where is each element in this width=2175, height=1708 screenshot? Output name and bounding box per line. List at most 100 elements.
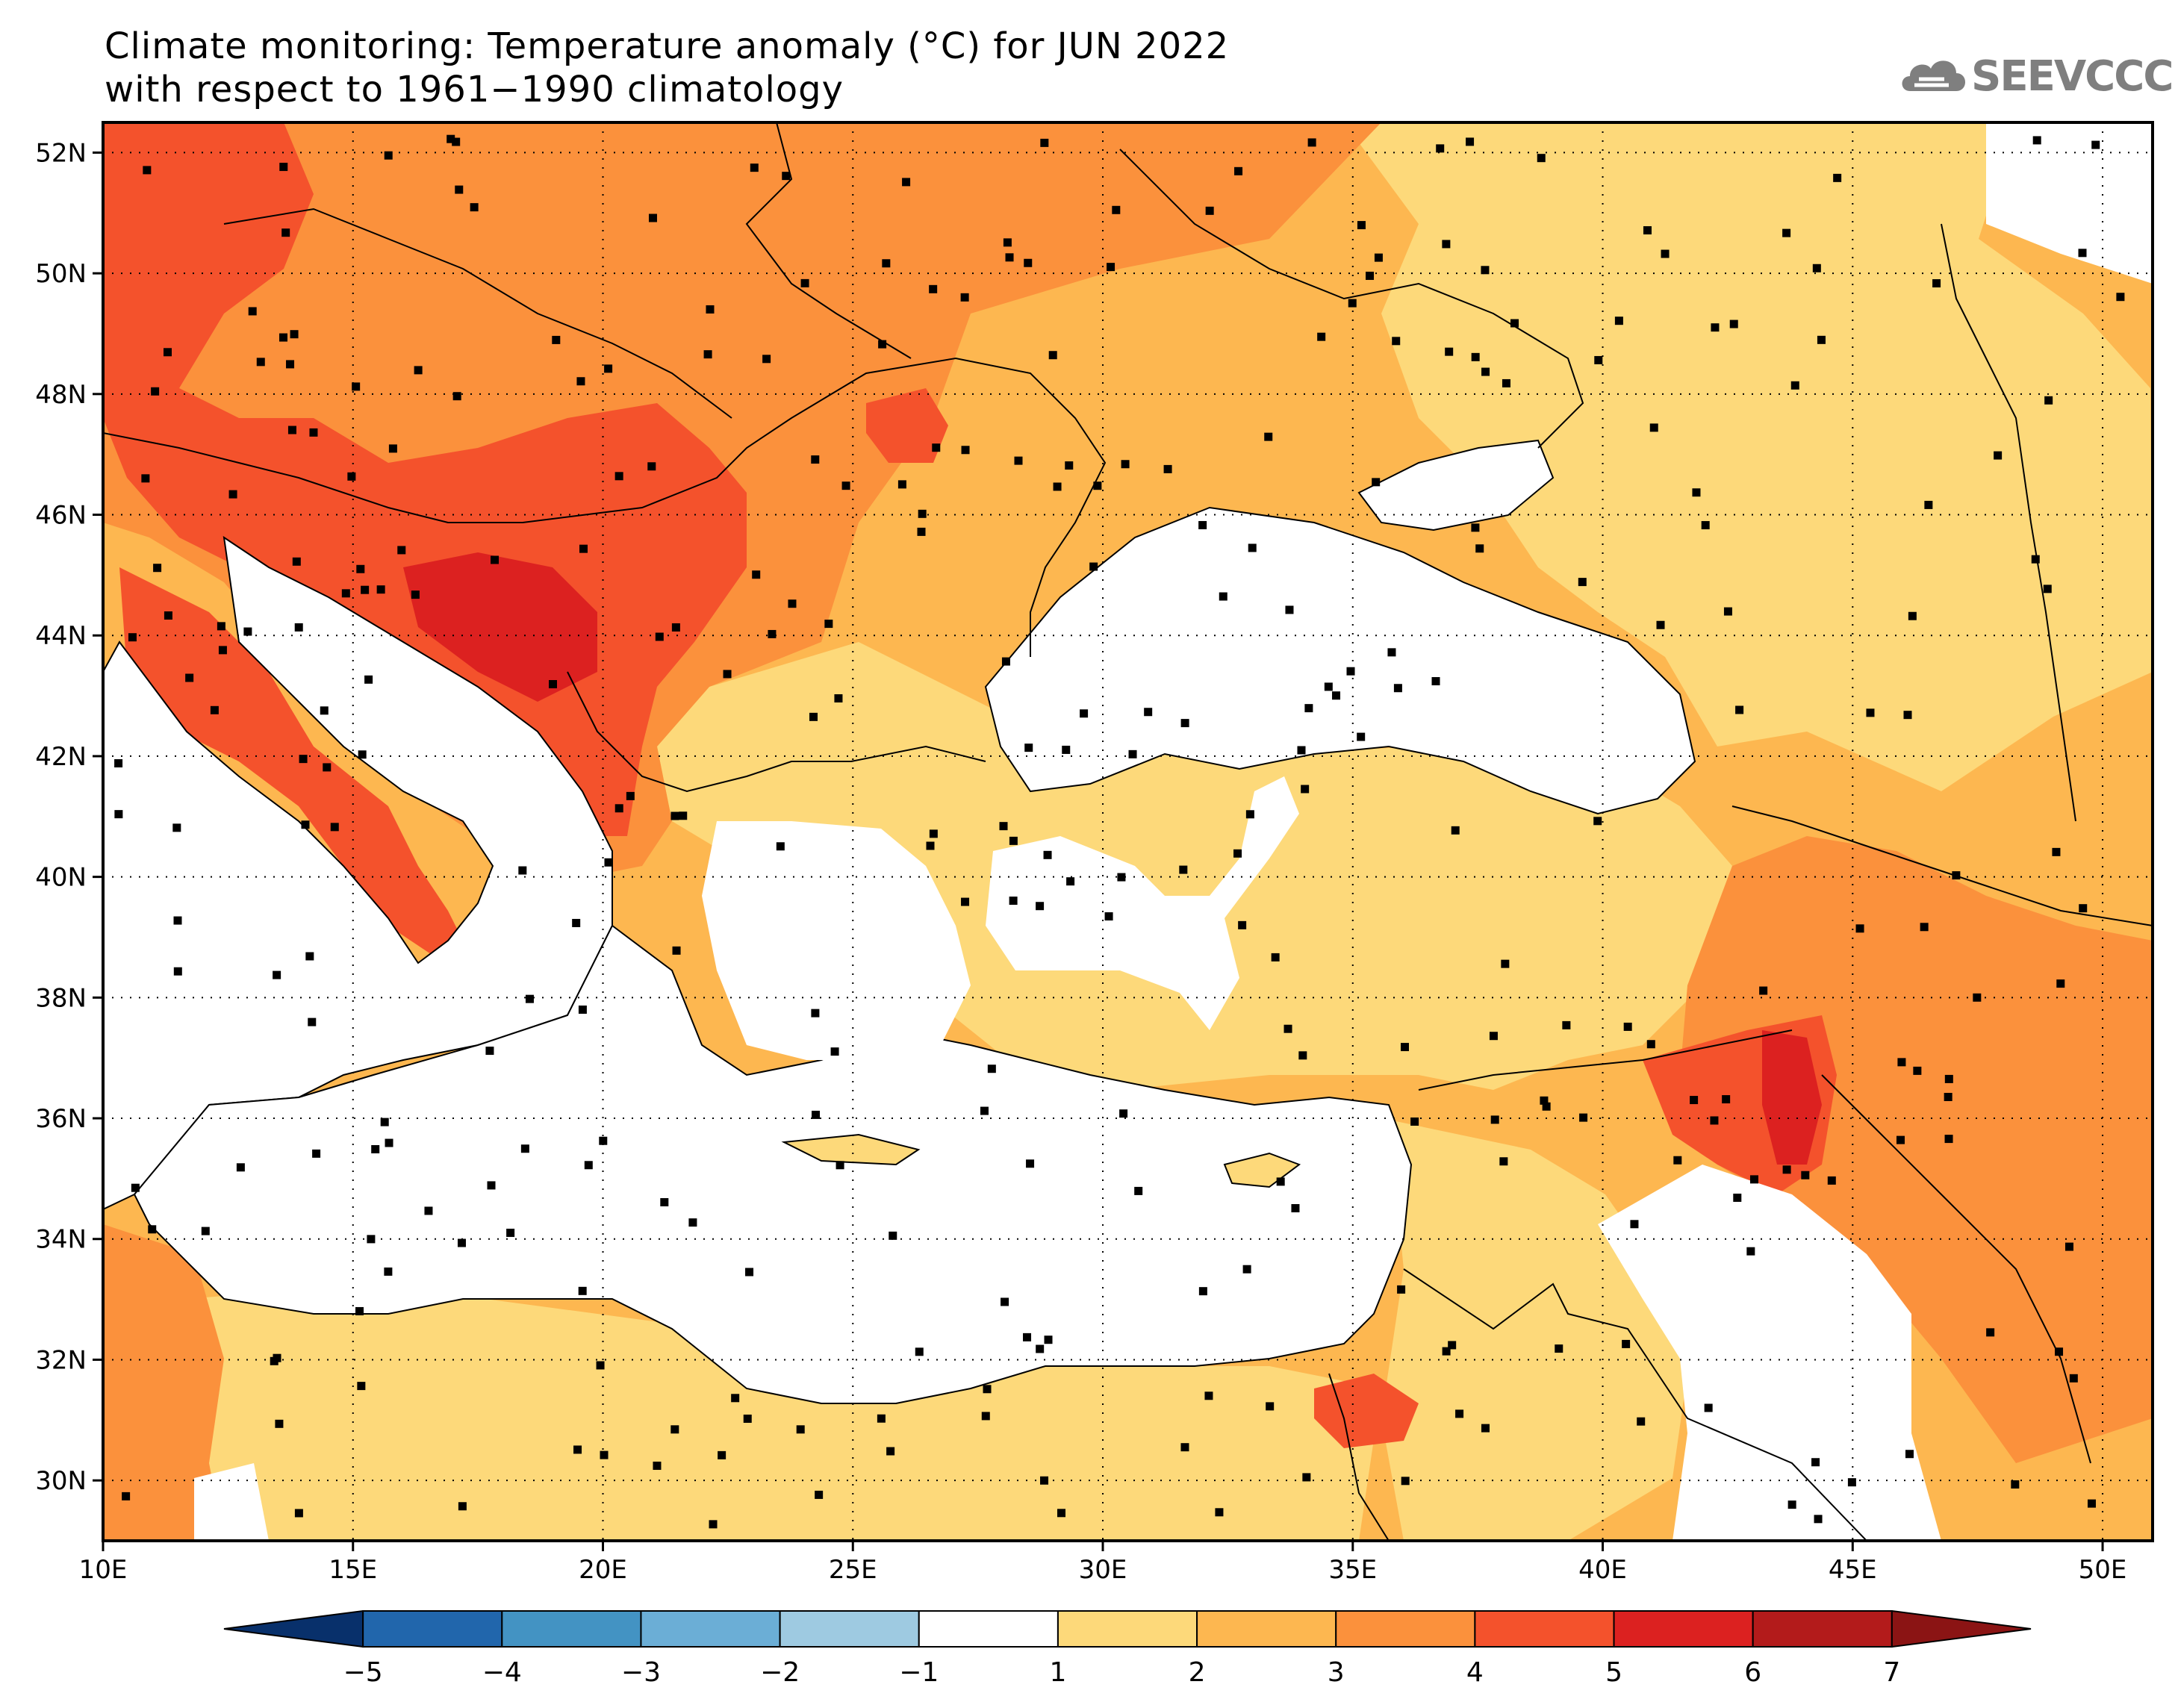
station-marker — [1346, 667, 1355, 676]
aegean-sea — [702, 821, 971, 1060]
station-marker — [1291, 1203, 1300, 1212]
lon-tick-label: 10E — [79, 1555, 128, 1585]
station-marker — [834, 694, 843, 703]
station-marker — [897, 480, 906, 489]
station-marker — [745, 1268, 754, 1277]
station-marker — [228, 490, 237, 499]
lon-tick-label: 15E — [329, 1555, 377, 1585]
station-marker — [788, 599, 797, 608]
station-marker — [1866, 708, 1875, 717]
country-borders — [103, 122, 2153, 1541]
station-marker — [1537, 154, 1546, 163]
station-marker — [1112, 205, 1121, 214]
no-data-libya — [194, 1463, 269, 1541]
lat-tick-label: 32N — [35, 1345, 87, 1375]
station-marker — [800, 278, 809, 287]
station-marker — [1036, 902, 1045, 911]
station-marker — [218, 646, 227, 655]
station-marker — [1248, 543, 1257, 552]
station-marker — [824, 620, 833, 629]
station-marker — [1001, 657, 1010, 666]
station-marker — [1540, 1096, 1549, 1105]
station-marker — [122, 1492, 131, 1500]
station-marker — [1622, 1339, 1631, 1348]
lon-tick-label: 30E — [1079, 1555, 1127, 1585]
station-marker — [1481, 1424, 1490, 1433]
colorbar-label: 5 — [1605, 1657, 1622, 1688]
station-marker — [217, 622, 225, 631]
station-marker — [172, 823, 181, 832]
station-marker — [414, 366, 423, 375]
station-marker — [485, 1047, 494, 1056]
station-marker — [1723, 607, 1732, 616]
station-marker — [1637, 1417, 1646, 1426]
station-marker — [1594, 355, 1603, 364]
station-marker — [424, 1206, 433, 1215]
colorbar-segment — [640, 1610, 781, 1648]
lat-tick-label: 46N — [35, 501, 87, 531]
station-marker — [1710, 1116, 1719, 1125]
station-marker — [1729, 320, 1738, 328]
station-marker — [600, 1450, 609, 1459]
station-marker — [809, 712, 818, 721]
station-marker — [458, 1502, 467, 1511]
station-marker — [1448, 1341, 1457, 1350]
station-marker — [1994, 451, 2003, 460]
station-marker — [1782, 228, 1791, 237]
map-title-line-1: Climate monitoring: Temperature anomaly … — [105, 25, 1230, 67]
station-marker — [1944, 1074, 1953, 1083]
station-marker — [356, 564, 365, 573]
colorbar-segment — [501, 1610, 642, 1648]
station-marker — [1502, 378, 1510, 387]
station-marker — [1057, 1509, 1066, 1518]
lon-tick-label: 20E — [579, 1555, 627, 1585]
anomaly-band-1-2-north-africa — [187, 1284, 1381, 1541]
station-marker — [1053, 482, 1062, 491]
sea-areas — [103, 122, 2153, 1541]
station-marker — [1471, 352, 1480, 361]
station-marker — [520, 1144, 529, 1153]
station-marker — [1787, 1500, 1796, 1509]
station-marker — [1614, 317, 1623, 325]
station-marker — [506, 1228, 515, 1237]
station-marker — [376, 585, 385, 594]
station-marker — [1542, 1102, 1551, 1111]
no-data-arabia — [1598, 1165, 1941, 1541]
no-data-anatolia-interior — [986, 776, 1299, 1030]
station-marker — [811, 1009, 820, 1017]
station-marker — [999, 822, 1008, 831]
lon-tick-label: 35E — [1328, 1555, 1377, 1585]
lon-tick-label: 40E — [1578, 1555, 1627, 1585]
station-marker — [981, 1412, 990, 1421]
station-marker — [882, 259, 891, 268]
station-marker — [1490, 1115, 1499, 1124]
station-marker — [604, 858, 613, 867]
station-marker — [647, 462, 656, 471]
station-marker — [1817, 335, 1826, 344]
station-marker — [364, 675, 373, 684]
station-marker — [358, 750, 367, 759]
station-marker — [457, 1238, 466, 1247]
station-marker — [1048, 351, 1057, 360]
station-marker — [584, 1161, 593, 1170]
station-marker — [1746, 1247, 1755, 1256]
station-marker — [1855, 924, 1864, 933]
station-marker — [2091, 140, 2100, 149]
station-marker — [1297, 746, 1306, 755]
station-marker — [487, 1181, 496, 1190]
station-marker — [1661, 249, 1670, 258]
station-marker — [1283, 1024, 1292, 1033]
black-sea — [984, 506, 1696, 815]
station-marker — [1089, 562, 1098, 571]
station-marker — [352, 382, 361, 391]
station-marker — [830, 1047, 839, 1056]
station-marker — [1801, 1171, 1810, 1179]
colorbar-segment — [1057, 1610, 1198, 1648]
station-marker — [1242, 1265, 1251, 1274]
station-marker — [703, 350, 712, 359]
station-marker — [1180, 719, 1189, 728]
colorbar: −5 −4 −3 −2 −1 1 2 3 4 5 6 7 — [223, 1609, 2032, 1688]
station-marker — [1690, 1096, 1699, 1105]
station-marker — [1001, 1297, 1009, 1306]
lat-tick-label: 38N — [35, 983, 87, 1013]
